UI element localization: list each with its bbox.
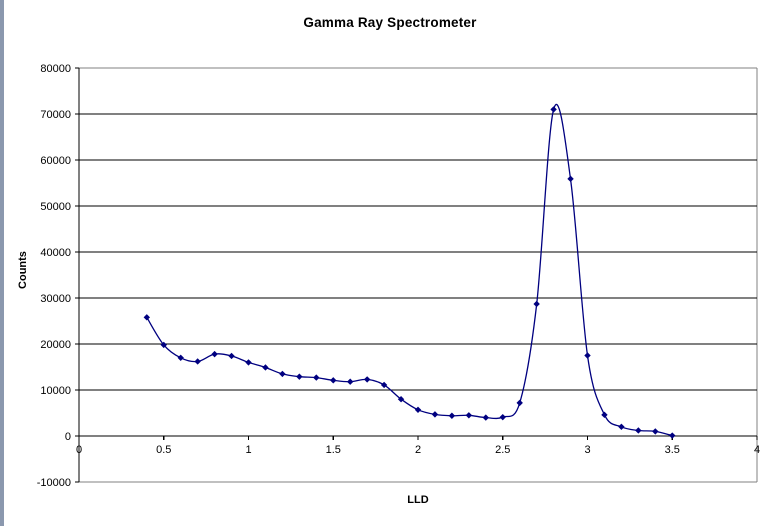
x-tick-label: 2.5 xyxy=(495,444,510,456)
data-point-marker xyxy=(245,359,252,366)
data-point-marker xyxy=(550,106,557,113)
y-tick-label: 70000 xyxy=(40,109,71,121)
y-tick-label: 50000 xyxy=(40,201,71,213)
data-point-marker xyxy=(533,300,540,308)
data-point-marker xyxy=(414,406,422,413)
y-tick-label: 20000 xyxy=(40,339,71,351)
data-point-marker xyxy=(160,341,167,349)
y-tick-label: 40000 xyxy=(40,247,71,259)
x-tick-label: 3.5 xyxy=(665,444,680,456)
data-point-marker xyxy=(567,175,574,183)
data-point-marker xyxy=(211,350,218,358)
x-axis-title: LLD xyxy=(407,494,429,506)
data-point-marker xyxy=(194,358,201,365)
data-point-marker xyxy=(448,412,456,419)
data-point-marker xyxy=(635,427,642,434)
chart-title: Gamma Ray Spectrometer xyxy=(303,15,477,30)
x-tick-label: 2 xyxy=(415,444,421,456)
series-line xyxy=(146,103,673,437)
data-point-marker xyxy=(669,432,676,439)
data-point-marker xyxy=(397,396,405,403)
y-tick-label: 60000 xyxy=(40,155,71,167)
data-point-marker xyxy=(652,428,659,435)
data-point-marker xyxy=(143,314,150,321)
data-point-marker xyxy=(618,423,625,430)
data-point-marker xyxy=(347,378,354,385)
y-tick-label: 0 xyxy=(65,431,71,443)
data-point-marker xyxy=(363,376,371,383)
x-tick-label: 1.5 xyxy=(326,444,341,456)
data-point-marker xyxy=(584,352,591,359)
y-tick-label: 10000 xyxy=(40,385,71,397)
data-point-marker xyxy=(482,414,489,421)
data-point-marker xyxy=(380,381,388,389)
x-tick-label: 4 xyxy=(754,444,760,456)
data-point-marker xyxy=(465,412,473,419)
y-tick-label: 30000 xyxy=(40,293,71,305)
window-edge-strip xyxy=(0,0,4,526)
data-point-marker xyxy=(499,413,506,421)
data-point-marker xyxy=(262,364,269,371)
y-tick-label: 80000 xyxy=(40,63,71,75)
x-tick-label: 3 xyxy=(584,444,590,456)
x-tick-label: 0.5 xyxy=(156,444,171,456)
y-tick-label: -10000 xyxy=(37,477,71,489)
data-point-marker xyxy=(279,370,286,378)
data-point-marker xyxy=(601,411,608,419)
data-point-marker xyxy=(330,377,337,384)
x-tick-label: 1 xyxy=(245,444,251,456)
y-axis-title: Counts xyxy=(17,251,29,289)
x-tick-label: 0 xyxy=(76,444,82,456)
data-point-marker xyxy=(177,354,184,361)
data-point-marker xyxy=(296,373,303,380)
data-point-marker xyxy=(313,374,320,381)
data-point-marker xyxy=(228,352,235,360)
data-point-marker xyxy=(431,411,439,418)
data-point-marker xyxy=(516,399,523,407)
